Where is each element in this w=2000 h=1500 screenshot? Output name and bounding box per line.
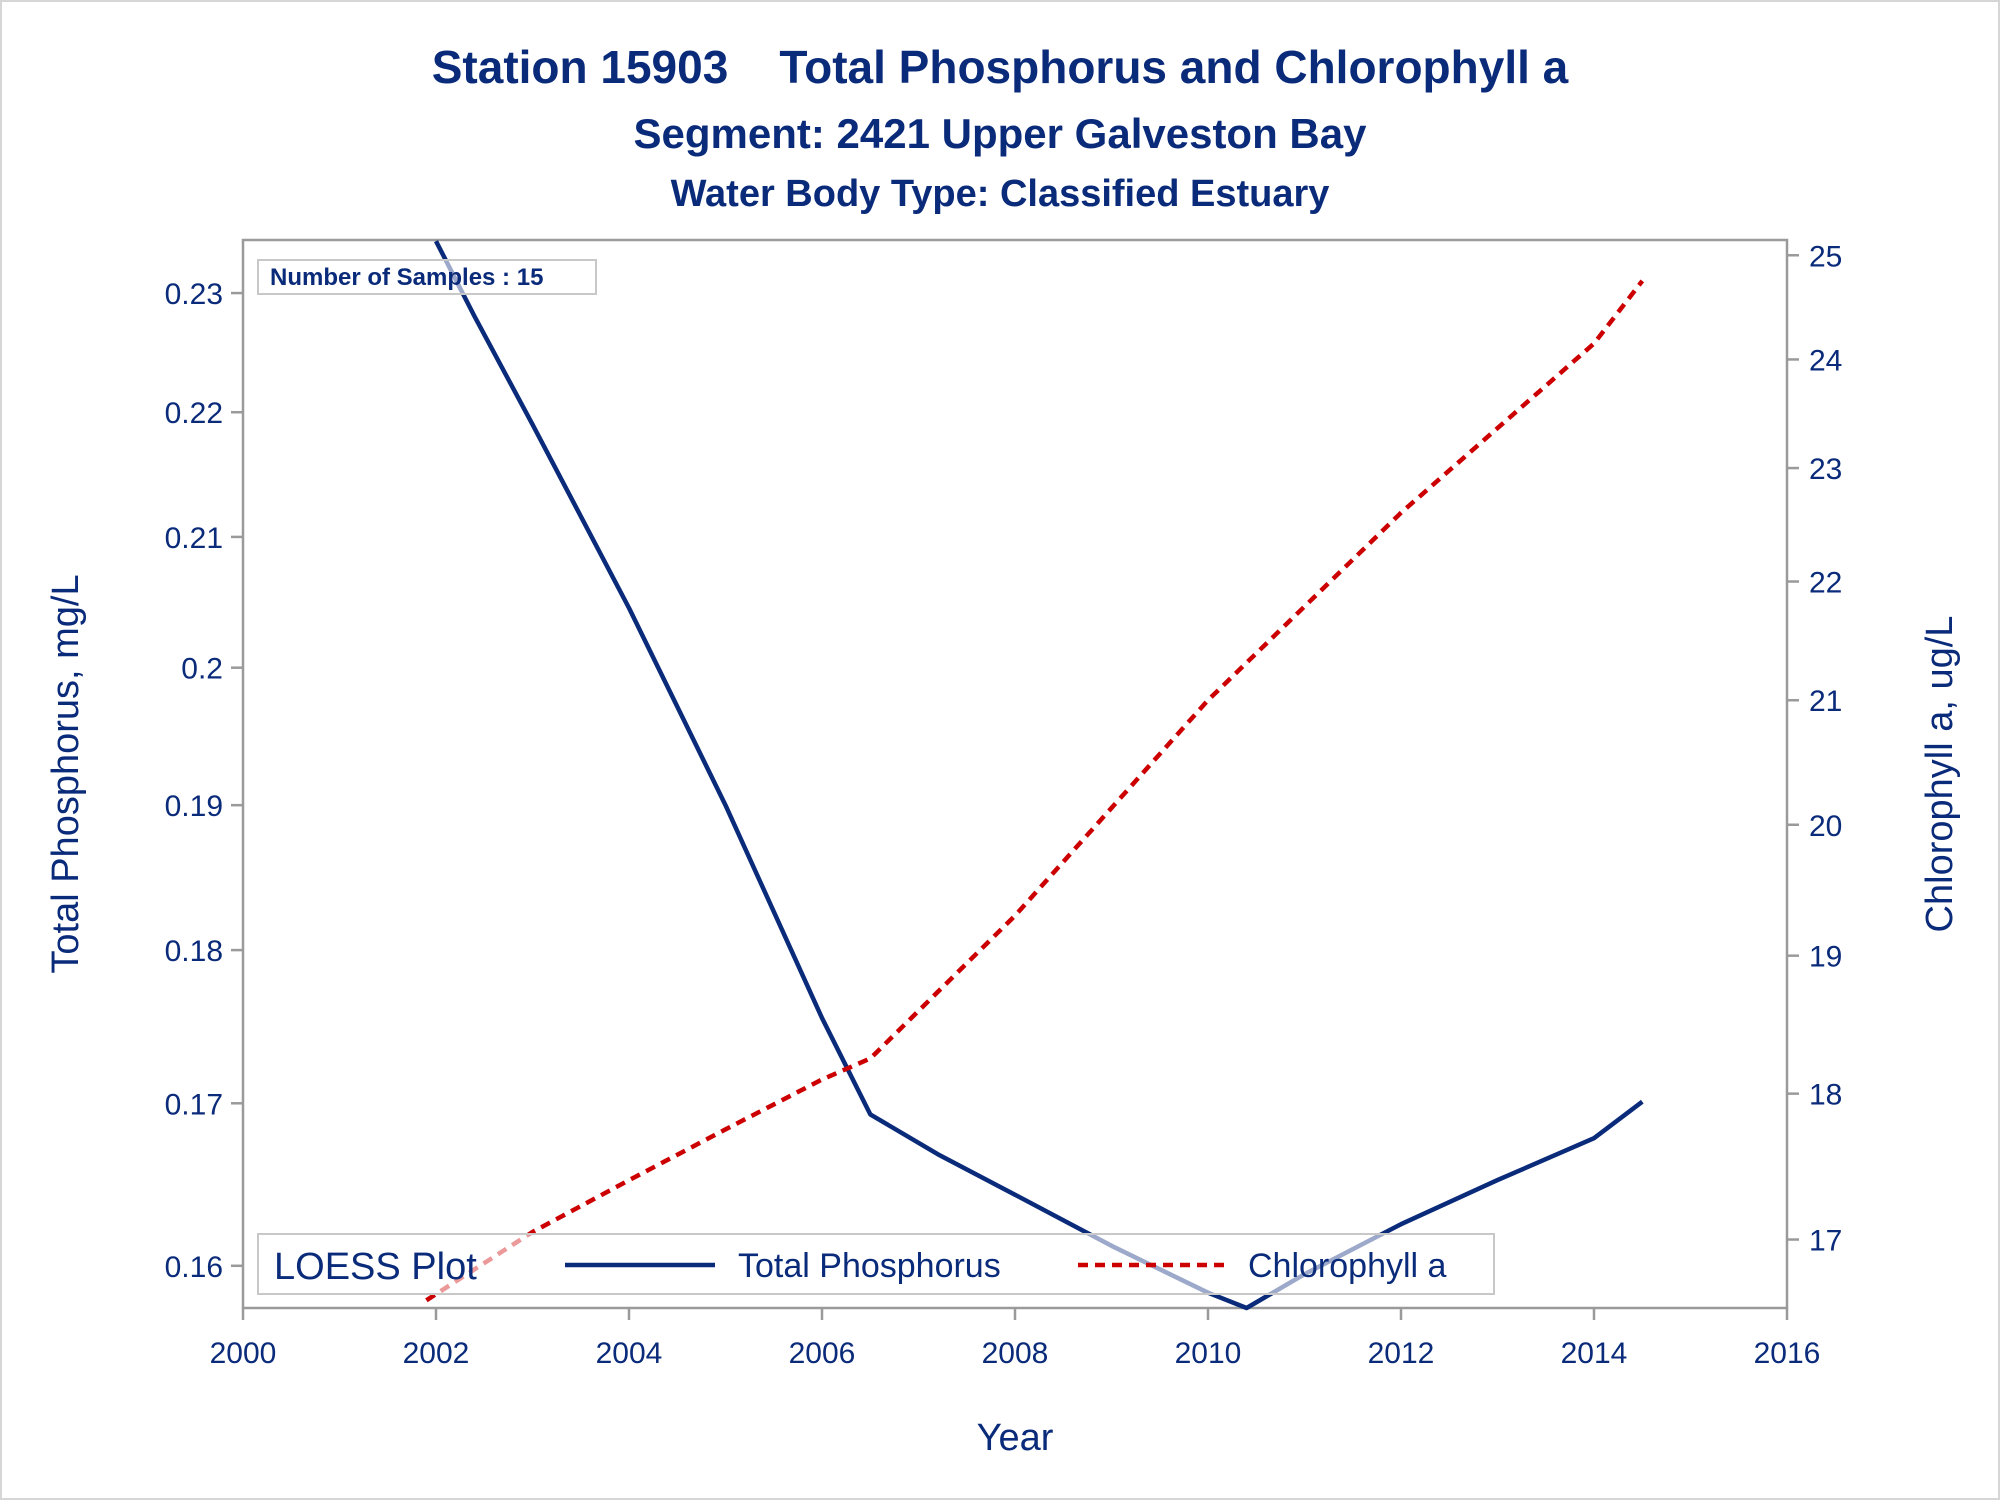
samples-label: Number of Samples : 15 xyxy=(270,264,543,291)
y-axis-left: 0.16 0.17 0.18 0.19 0.2 0.21 0.22 0.23 xyxy=(165,278,243,1284)
x-tick-label: 2016 xyxy=(1754,1337,1821,1370)
x-axis: 2000 2002 2004 2006 2008 2010 2012 2014 2016 xyxy=(210,1308,1821,1370)
y-tick-label: 0.18 xyxy=(165,935,223,968)
chart-subtitle: Segment: 2421 Upper Galveston Bay xyxy=(634,110,1368,157)
x-tick-label: 2004 xyxy=(596,1337,663,1370)
series-group xyxy=(425,240,1645,1311)
x-tick-label: 2000 xyxy=(210,1337,277,1370)
y2-tick-label: 21 xyxy=(1809,685,1842,718)
legend-label: Chlorophyll a xyxy=(1248,1247,1447,1285)
x-tick-label: 2014 xyxy=(1561,1337,1628,1370)
y2-tick-label: 22 xyxy=(1809,567,1842,600)
x-tick-label: 2010 xyxy=(1175,1337,1242,1370)
y-tick-label: 0.17 xyxy=(165,1088,223,1121)
legend: Total Phosphorus Chlorophyll a xyxy=(565,1247,1447,1285)
x-tick-label: 2012 xyxy=(1368,1337,1435,1370)
y-axis-right: 17 18 19 20 21 22 23 24 25 xyxy=(1787,240,1842,1258)
y2-tick-label: 19 xyxy=(1809,941,1842,974)
series-line-chlorophyll-a xyxy=(425,279,1645,1303)
y-axis-label: Total Phosphorus, mg/L xyxy=(45,574,87,973)
x-axis-label: Year xyxy=(977,1417,1054,1459)
chart-subtitle-2: Water Body Type: Classified Estuary xyxy=(671,173,1330,215)
legend-title: LOESS Plot xyxy=(274,1246,477,1288)
y2-tick-label: 20 xyxy=(1809,810,1842,843)
y-tick-label: 0.19 xyxy=(165,790,223,823)
y2-tick-label: 25 xyxy=(1809,240,1842,273)
y-tick-label: 0.2 xyxy=(181,653,223,686)
samples-box xyxy=(257,259,597,295)
y-tick-label: 0.21 xyxy=(165,522,223,555)
legend-box xyxy=(257,1233,1495,1295)
y-tick-label: 0.23 xyxy=(165,278,223,311)
y2-tick-label: 23 xyxy=(1809,453,1842,486)
plot-area xyxy=(241,238,1789,1310)
y-tick-label: 0.22 xyxy=(165,397,223,430)
legend-label: Total Phosphorus xyxy=(738,1247,1001,1285)
x-tick-label: 2006 xyxy=(789,1337,856,1370)
chart-title: Station 15903 Total Phosphorus and Chlor… xyxy=(432,41,1569,93)
x-tick-label: 2002 xyxy=(403,1337,470,1370)
y2-tick-label: 17 xyxy=(1809,1225,1842,1258)
x-tick-label: 2008 xyxy=(982,1337,1049,1370)
y-tick-label: 0.16 xyxy=(165,1251,223,1284)
series-line-total-phosphorus xyxy=(433,240,1644,1311)
y2-axis-label: Chlorophyll a, ug/L xyxy=(1919,616,1961,933)
y2-tick-label: 24 xyxy=(1809,344,1842,377)
y2-tick-label: 18 xyxy=(1809,1079,1842,1112)
